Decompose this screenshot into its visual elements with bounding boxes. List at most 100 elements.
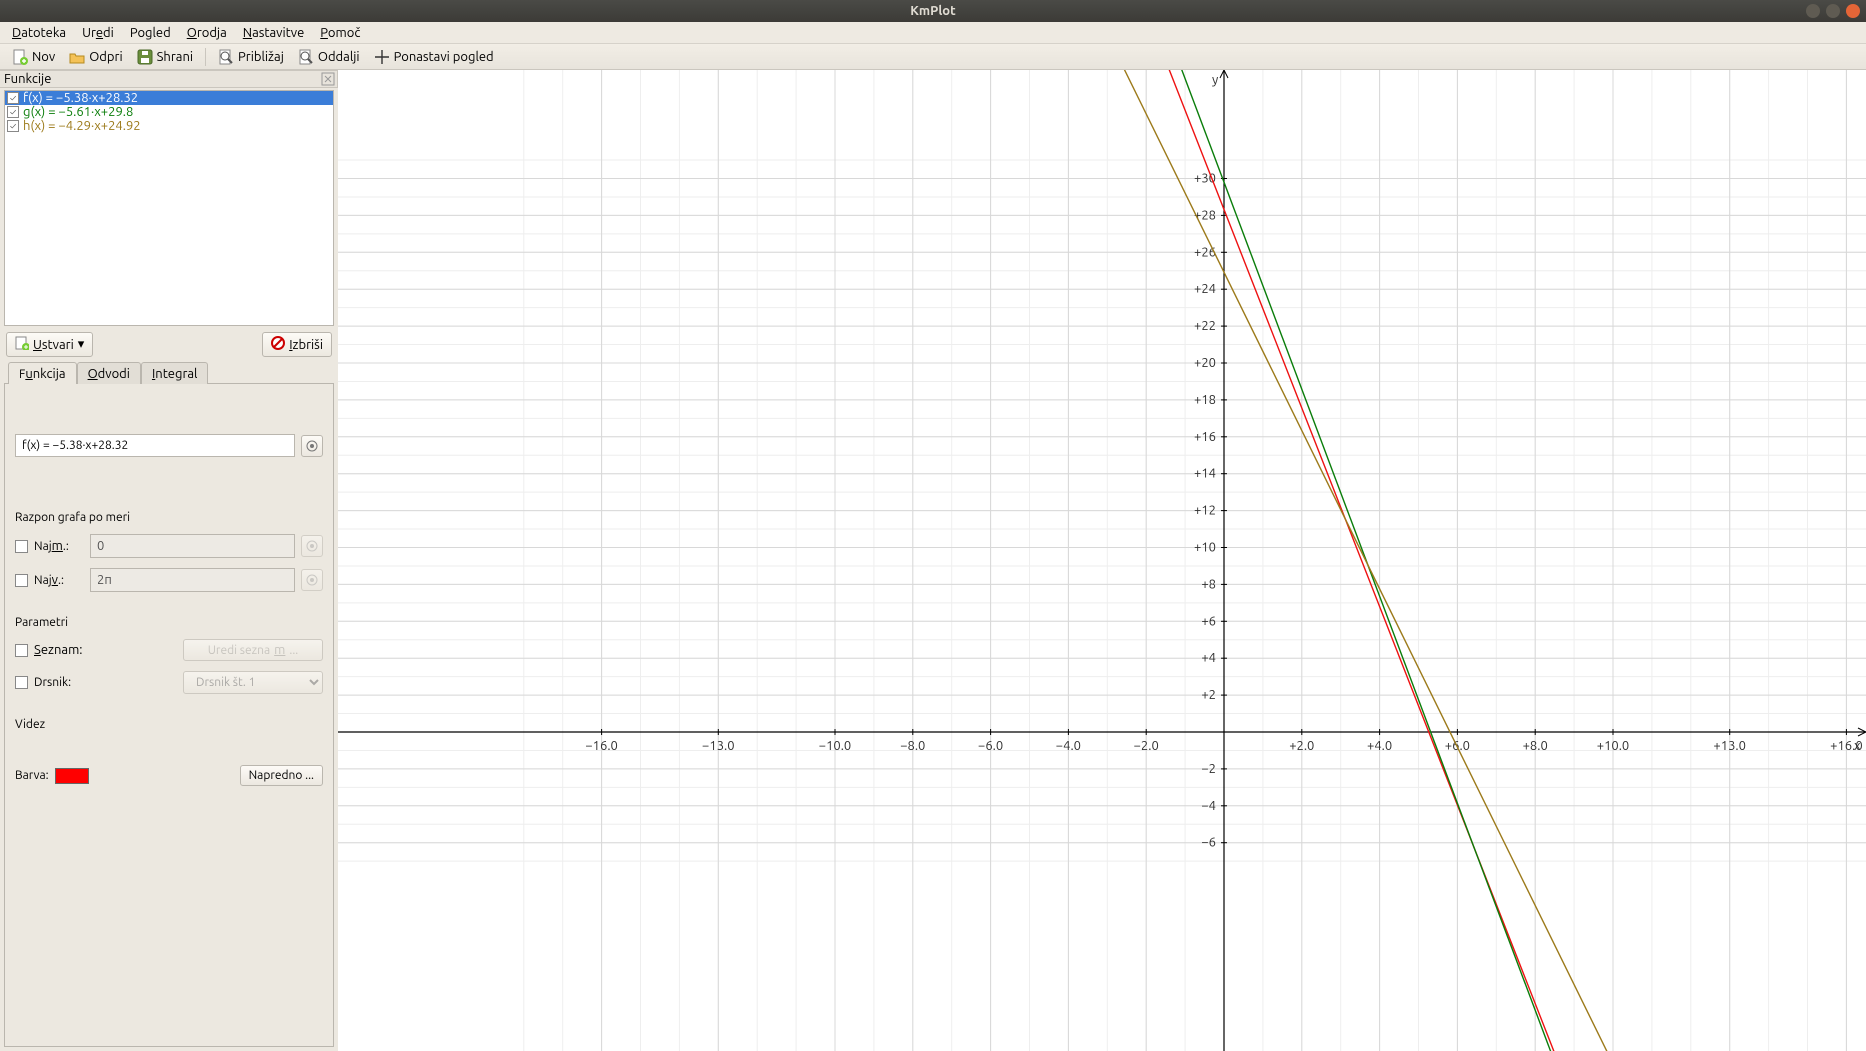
- svg-text:+2.0: +2.0: [1289, 739, 1314, 753]
- save-icon: [137, 49, 153, 65]
- function-visible-checkbox[interactable]: ✓: [7, 92, 19, 104]
- function-visible-checkbox[interactable]: ✓: [7, 120, 19, 132]
- close-window-button[interactable]: [1846, 4, 1860, 18]
- create-button[interactable]: Ustvari ▾: [6, 332, 93, 357]
- window-title: KmPlot: [910, 4, 955, 18]
- function-row[interactable]: ✓ g(x) = −5.61·x+29.8: [5, 105, 333, 119]
- menu-file[interactable]: Datoteka: [6, 24, 72, 42]
- formula-input[interactable]: [15, 434, 295, 457]
- svg-text:+8: +8: [1201, 577, 1216, 591]
- menu-view[interactable]: Pogled: [124, 24, 177, 42]
- delete-button[interactable]: Izbriši: [262, 332, 332, 357]
- window-titlebar: KmPlot: [0, 0, 1866, 22]
- zoomin-icon: [218, 49, 234, 65]
- function-row[interactable]: ✓ f(x) = −5.38·x+28.32: [5, 91, 333, 105]
- svg-text:−10.0: −10.0: [819, 739, 852, 753]
- maximize-button[interactable]: [1826, 4, 1840, 18]
- sidebar: Funkcije ✓f(x) = −5.38·x+28.32✓g(x) = −5…: [0, 70, 338, 1051]
- svg-text:+16: +16: [1194, 430, 1216, 444]
- svg-text:−13.0: −13.0: [702, 739, 735, 753]
- menu-help[interactable]: Pomoč: [314, 24, 366, 42]
- svg-text:+26: +26: [1194, 245, 1216, 259]
- reset-icon: [374, 49, 390, 65]
- svg-text:+20: +20: [1194, 356, 1216, 370]
- svg-text:+6: +6: [1201, 614, 1216, 628]
- sidebar-tabs: Funkcija Odvodi Integral: [0, 361, 338, 383]
- open-button[interactable]: Odpri: [63, 47, 128, 67]
- minimize-button[interactable]: [1806, 4, 1820, 18]
- tab-function[interactable]: Funkcija: [8, 362, 77, 384]
- slider-select: Drsnik št. 1: [183, 671, 323, 694]
- zoomin-button[interactable]: Približaj: [212, 47, 290, 67]
- edit-list-button: Uredi seznam ...: [183, 639, 323, 661]
- save-label: Shrani: [157, 50, 193, 64]
- min-checkbox[interactable]: [15, 540, 28, 553]
- function-tab-panel: Razpon grafa po meri Najm.: Najv.: Param…: [4, 383, 334, 1047]
- new-button[interactable]: Nov: [6, 47, 61, 67]
- menu-settings[interactable]: Nastavitve: [237, 24, 311, 42]
- zoomout-button[interactable]: Oddalji: [292, 47, 366, 67]
- function-visible-checkbox[interactable]: ✓: [7, 106, 19, 118]
- zoomout-label: Oddalji: [318, 50, 360, 64]
- tab-integral[interactable]: Integral: [141, 362, 209, 384]
- toolbar-separator: [205, 48, 206, 66]
- svg-text:−2.0: −2.0: [1134, 739, 1159, 753]
- svg-text:+14: +14: [1194, 467, 1216, 481]
- svg-text:+30: +30: [1194, 172, 1216, 186]
- list-checkbox[interactable]: [15, 644, 28, 657]
- resetview-label: Ponastavi pogled: [394, 50, 494, 64]
- max-input: [90, 568, 295, 592]
- advanced-button[interactable]: Napredno ...: [240, 765, 323, 786]
- svg-text:+22: +22: [1194, 319, 1216, 333]
- resetview-button[interactable]: Ponastavi pogled: [368, 47, 500, 67]
- forbidden-icon: [271, 336, 285, 353]
- max-settings-button: [301, 569, 323, 591]
- open-label: Odpri: [89, 50, 122, 64]
- svg-text:+12: +12: [1194, 504, 1216, 518]
- svg-text:y: y: [1212, 73, 1218, 87]
- svg-text:−4: −4: [1201, 799, 1216, 813]
- menu-tools[interactable]: Orodja: [181, 24, 233, 42]
- color-label: Barva:: [15, 769, 49, 782]
- color-swatch[interactable]: [55, 768, 89, 784]
- plot-area[interactable]: −16.0−13.0−10.0−8.0−6.0−4.0−2.0+2.0+4.0+…: [338, 70, 1866, 1051]
- panel-close-icon[interactable]: [321, 72, 335, 86]
- svg-text:−6: −6: [1201, 836, 1216, 850]
- max-checkbox[interactable]: [15, 574, 28, 587]
- new-label: Nov: [32, 50, 55, 64]
- svg-text:−16.0: −16.0: [585, 739, 618, 753]
- list-label: Seznam:: [34, 643, 94, 657]
- tab-derivatives[interactable]: Odvodi: [77, 362, 141, 384]
- svg-text:+28: +28: [1194, 208, 1216, 222]
- zoomin-label: Približaj: [238, 50, 284, 64]
- dropdown-icon: ▾: [78, 337, 85, 352]
- min-settings-button: [301, 535, 323, 557]
- slider-label: Drsnik:: [34, 676, 94, 689]
- menu-edit[interactable]: Uredi: [76, 24, 120, 42]
- slider-checkbox[interactable]: [15, 676, 28, 689]
- function-equation: g(x) = −5.61·x+29.8: [23, 105, 133, 119]
- svg-text:x: x: [1854, 739, 1861, 753]
- svg-text:+4.0: +4.0: [1367, 739, 1392, 753]
- functions-list[interactable]: ✓ f(x) = −5.38·x+28.32 ✓ g(x) = −5.61·x+29.…: [4, 90, 334, 326]
- function-equation: f(x) = −5.38·x+28.32: [23, 91, 138, 105]
- svg-text:−8.0: −8.0: [900, 739, 925, 753]
- svg-text:+10.0: +10.0: [1597, 739, 1630, 753]
- svg-text:+18: +18: [1194, 393, 1216, 407]
- params-section-title: Parametri: [15, 616, 323, 629]
- svg-text:+13.0: +13.0: [1713, 739, 1746, 753]
- save-button[interactable]: Shrani: [131, 47, 199, 67]
- formula-settings-button[interactable]: [301, 435, 323, 457]
- min-label: Najm.:: [34, 539, 84, 553]
- svg-text:−2: −2: [1201, 762, 1216, 776]
- function-row[interactable]: ✓ h(x) = −4.29·x+24.92: [5, 119, 333, 133]
- toolbar: Nov Odpri Shrani Približaj Oddalji Ponas…: [0, 44, 1866, 70]
- svg-text:+2: +2: [1201, 688, 1216, 702]
- svg-text:+24: +24: [1194, 282, 1216, 296]
- new-icon: [12, 49, 28, 65]
- svg-text:+4: +4: [1201, 651, 1216, 665]
- zoomout-icon: [298, 49, 314, 65]
- svg-text:+10: +10: [1194, 541, 1216, 555]
- appearance-section-title: Videz: [15, 718, 323, 731]
- function-equation: h(x) = −4.29·x+24.92: [23, 119, 141, 133]
